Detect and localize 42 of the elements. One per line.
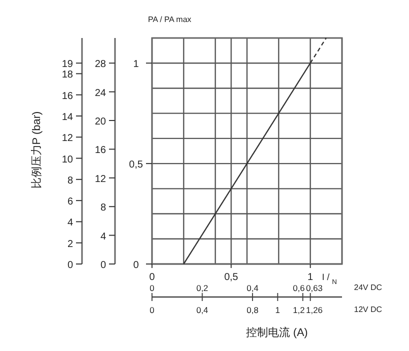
y3-tick-label: 14 bbox=[62, 112, 74, 123]
x2-tick-label: 0,2 bbox=[196, 283, 208, 293]
text: 12V DC bbox=[354, 305, 382, 314]
x-tick-label: 0 bbox=[149, 272, 156, 283]
y3-tick-label: 10 bbox=[62, 154, 74, 166]
y3-tick-label: 19 bbox=[62, 59, 74, 70]
y2-tick-label: 0 bbox=[100, 260, 106, 271]
text: 0,4 bbox=[196, 305, 208, 315]
text: 0,8 bbox=[246, 305, 259, 315]
y2-tick-label: 8 bbox=[100, 202, 106, 214]
y2-axis-title: 比例压力P (bar) bbox=[30, 111, 43, 189]
y3-tick-label: 4 bbox=[67, 218, 74, 229]
x-axis-title: I / $_{N}$ bbox=[322, 272, 338, 286]
x-tick-label: 0,5 bbox=[224, 272, 239, 283]
y-tick-label: 0 bbox=[133, 260, 140, 271]
y2-tick-label: 24 bbox=[94, 88, 106, 99]
y-tick-label: 0,5 bbox=[129, 160, 144, 171]
x2-axis-title: 24V DC bbox=[354, 283, 382, 292]
y-tick-label: 1 bbox=[133, 59, 140, 70]
text: 0 bbox=[150, 305, 155, 315]
y3-tick-label: 12 bbox=[62, 133, 74, 144]
y2-tick-label: 16 bbox=[94, 145, 106, 156]
y3-tick-label: 16 bbox=[62, 90, 74, 102]
y3-tick-label: 8 bbox=[67, 175, 74, 186]
y3-tick-label: 2 bbox=[67, 238, 74, 250]
x2-tick-label: 0,6 bbox=[292, 283, 306, 293]
text: 1,2 bbox=[292, 305, 306, 315]
y-axis-title: PA / PA max bbox=[148, 15, 192, 24]
x2-tick-label: 0,63 bbox=[306, 283, 323, 293]
y2-tick-label: 12 bbox=[94, 174, 106, 185]
y2-tick-label: 20 bbox=[94, 116, 106, 128]
y2-tick-label: 4 bbox=[100, 231, 106, 242]
x2-tick-label: 0 bbox=[150, 283, 155, 293]
y3-tick-label: 18 bbox=[62, 70, 74, 81]
text: 1,26 bbox=[306, 305, 323, 315]
y3-tick-label: 0 bbox=[67, 260, 74, 271]
x-tick-label: 1 bbox=[308, 272, 314, 283]
y3-tick-label: 6 bbox=[67, 196, 74, 208]
text: 控制电流 (A) bbox=[246, 326, 308, 339]
y2-tick-label: 28 bbox=[94, 59, 106, 70]
x2-tick-label: 0,4 bbox=[246, 283, 259, 293]
text: 1 bbox=[275, 305, 280, 315]
